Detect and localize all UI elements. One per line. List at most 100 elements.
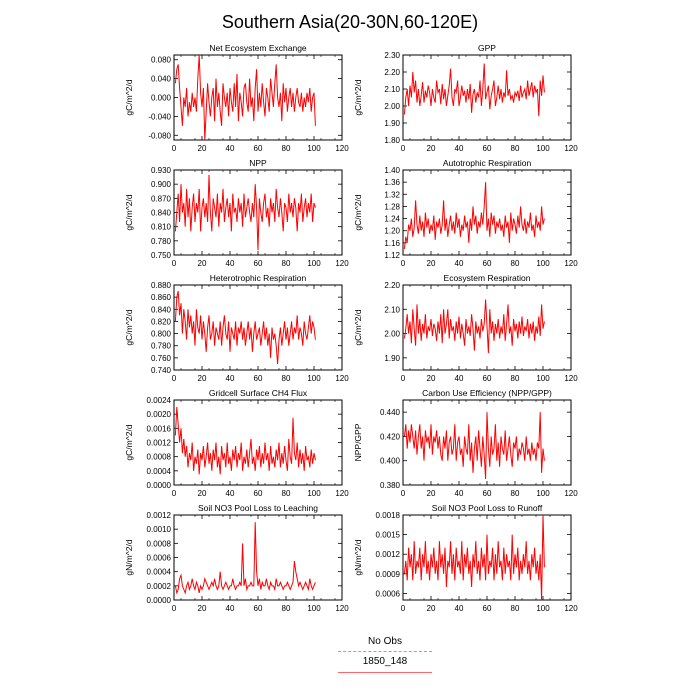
panel-8-ytick-label: 0.0000 — [147, 596, 172, 605]
panel-5-ytick-label: 2.20 — [384, 281, 400, 290]
panel-7-ytick-label: 0.420 — [380, 432, 401, 441]
panel-3-xtick-label: 120 — [564, 259, 578, 268]
panel-9-xtick-label: 80 — [511, 604, 520, 613]
panel-0-xtick-label: 0 — [172, 144, 177, 153]
panel-3-xtick-label: 60 — [483, 259, 492, 268]
panel-1-xtick-label: 80 — [511, 144, 520, 153]
panel-7-xtick-label: 20 — [427, 489, 436, 498]
panel-7-xtick-label: 40 — [455, 489, 464, 498]
panel-0-xtick-label: 60 — [254, 144, 263, 153]
panel-4-xtick-label: 20 — [198, 374, 207, 383]
panel-5-ytick-label: 2.00 — [384, 330, 400, 339]
panel-6-xtick-label: 80 — [282, 489, 291, 498]
panel-3-xtick-label: 100 — [536, 259, 550, 268]
panel-5-xtick-label: 120 — [564, 374, 578, 383]
panel-1-ytick-label: 2.30 — [384, 51, 400, 60]
panel-2-xtick-label: 60 — [254, 259, 263, 268]
panel-1-ytick-label: 1.90 — [384, 119, 400, 128]
panel-4-xtick-label: 60 — [254, 374, 263, 383]
panel-4-series-line — [174, 290, 316, 364]
panel-9-xtick-label: 100 — [536, 604, 550, 613]
panel-8-ytick-label: 0.0008 — [147, 539, 172, 548]
panel-4-ytick-label: 0.880 — [151, 281, 172, 290]
panel-4-title: Heterotrophic Respiration — [210, 273, 307, 283]
panel-0-ylabel: gC/m^2/d — [124, 79, 134, 115]
panel-5-xtick-label: 80 — [511, 374, 520, 383]
panel-8-title: Soil NO3 Pool Loss to Leaching — [198, 503, 318, 513]
panel-8-series-line — [174, 522, 316, 595]
panel-9-ytick-label: 0.0018 — [376, 511, 401, 520]
panel-4-xtick-label: 80 — [282, 374, 291, 383]
legend-line-no-obs — [338, 651, 432, 652]
panel-9-xtick-label: 0 — [401, 604, 406, 613]
panel-4-ytick-label: 0.740 — [151, 366, 172, 375]
legend-line-1850-148 — [338, 672, 432, 673]
panel-4-ytick-label: 0.860 — [151, 293, 172, 302]
panel-5-series-line — [403, 299, 545, 354]
panel-1-xtick-label: 20 — [427, 144, 436, 153]
panel-0-xtick-label: 80 — [282, 144, 291, 153]
panel-6-ytick-label: 0.0004 — [147, 467, 172, 476]
panel-7-xtick-label: 60 — [483, 489, 492, 498]
panel-4-ylabel: gC/m^2/d — [124, 309, 134, 345]
panel-8-ylabel: gN/m^2/d — [124, 539, 134, 575]
panel-8-frame — [173, 514, 343, 601]
panel-1-ytick-label: 2.00 — [384, 102, 400, 111]
panel-8-ytick-label: 0.0010 — [147, 525, 172, 534]
panel-0-ytick-label: 0.000 — [151, 94, 172, 103]
panel-5-xtick-label: 60 — [483, 374, 492, 383]
panel-9-series-line — [403, 514, 545, 601]
panel-7-ytick-label: 0.440 — [380, 408, 401, 417]
panel-7-xtick-label: 100 — [536, 489, 550, 498]
panel-8-xtick-label: 120 — [335, 604, 349, 613]
panel-3-xtick-label: 20 — [427, 259, 436, 268]
panel-0-xtick-label: 40 — [226, 144, 235, 153]
panel-7-xtick-label: 80 — [511, 489, 520, 498]
panel-5-title: Ecosystem Respiration — [444, 273, 531, 283]
panel-4-ytick-label: 0.840 — [151, 305, 172, 314]
panel-7-ytick-label: 0.400 — [380, 457, 401, 466]
panel-3-ytick-label: 1.36 — [384, 178, 400, 187]
panel-2-ytick-label: 0.930 — [151, 166, 172, 175]
panel-2-xtick-label: 0 — [172, 259, 177, 268]
panel-3-ytick-label: 1.20 — [384, 227, 400, 236]
panel-9-ytick-label: 0.0015 — [376, 531, 401, 540]
panel-8-ytick-label: 0.0006 — [147, 554, 172, 563]
panel-2-ytick-label: 0.780 — [151, 237, 172, 246]
legend: No Obs 1850_148 — [320, 636, 450, 680]
panel-8-ytick-label: 0.0012 — [147, 511, 172, 520]
panel-4-xtick-label: 100 — [307, 374, 321, 383]
panel-3-ytick-label: 1.28 — [384, 202, 400, 211]
panel-0-ytick-label: -0.040 — [148, 112, 171, 121]
panel-2-ytick-label: 0.810 — [151, 223, 172, 232]
panel-1-ytick-label: 2.20 — [384, 68, 400, 77]
panel-5-xtick-label: 40 — [455, 374, 464, 383]
panel-6-xtick-label: 120 — [335, 489, 349, 498]
panel-9-ylabel: gN/m^2/d — [353, 539, 363, 575]
panel-6-xtick-label: 20 — [198, 489, 207, 498]
panel-9-ytick-label: 0.0006 — [376, 589, 401, 598]
panel-5-xtick-label: 100 — [536, 374, 550, 383]
panel-2-ytick-label: 0.840 — [151, 209, 172, 218]
panel-8-ytick-label: 0.0002 — [147, 582, 172, 591]
panel-1-xtick-label: 0 — [401, 144, 406, 153]
panel-0-xtick-label: 20 — [198, 144, 207, 153]
panel-6-ytick-label: 0.0020 — [147, 410, 172, 419]
panel-8-xtick-label: 40 — [226, 604, 235, 613]
panel-5-ylabel: gC/m^2/d — [353, 309, 363, 345]
panel-2-ylabel: gC/m^2/d — [124, 194, 134, 230]
panel-3-xtick-label: 80 — [511, 259, 520, 268]
panel-5-xtick-label: 0 — [401, 374, 406, 383]
panel-0-ytick-label: 0.080 — [151, 56, 172, 65]
panel-9-xtick-label: 60 — [483, 604, 492, 613]
panel-8-ytick-label: 0.0004 — [147, 568, 172, 577]
panel-2-xtick-label: 40 — [226, 259, 235, 268]
panel-7-xtick-label: 0 — [401, 489, 406, 498]
panel-3-ytick-label: 1.16 — [384, 239, 400, 248]
panel-3-ytick-label: 1.12 — [384, 251, 400, 260]
panel-6-title: Gridcell Surface CH4 Flux — [209, 388, 308, 398]
panel-4-ytick-label: 0.780 — [151, 342, 172, 351]
panel-4-ytick-label: 0.820 — [151, 317, 172, 326]
panel-9-title: Soil NO3 Pool Loss to Runoff — [432, 503, 543, 513]
